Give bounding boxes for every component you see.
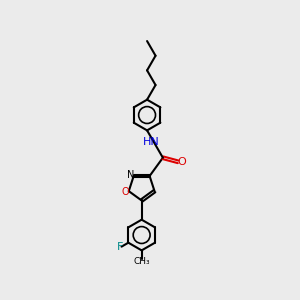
Text: O: O — [178, 157, 187, 167]
Text: HN: HN — [143, 137, 160, 147]
Text: N: N — [127, 170, 134, 180]
Text: O: O — [122, 187, 129, 197]
Text: F: F — [116, 242, 123, 252]
Text: CH₃: CH₃ — [133, 257, 150, 266]
